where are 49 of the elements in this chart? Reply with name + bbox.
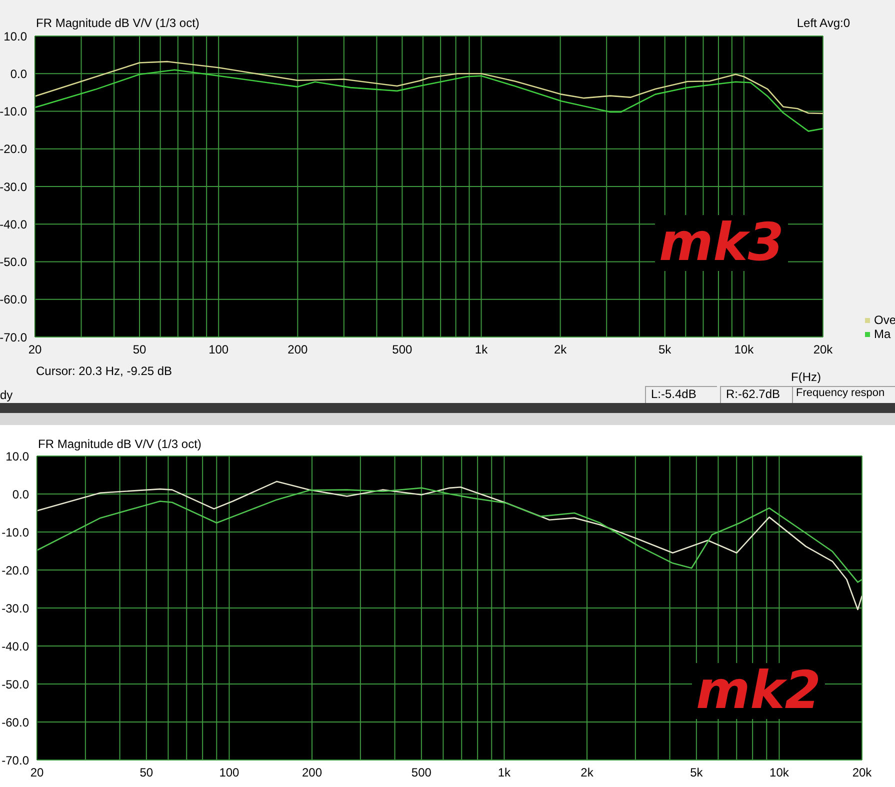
- y-tick-label: -10.0: [0, 104, 28, 119]
- y-tick-label: -20.0: [2, 563, 30, 578]
- chart-title: FR Magnitude dB V/V (1/3 oct): [36, 16, 200, 30]
- text: R:-62.7dB: [720, 386, 792, 403]
- annotation: mk2: [692, 661, 825, 721]
- chart-title: FR Magnitude dB V/V (1/3 oct): [38, 437, 202, 451]
- x-tick-label: 5k: [690, 766, 704, 780]
- y-tick-label: -30.0: [0, 180, 28, 194]
- x-tick-label: 5k: [658, 342, 672, 357]
- y-tick-label: -40.0: [2, 639, 30, 654]
- text: Frequency respon: [792, 386, 895, 403]
- x-tick-label: 1k: [474, 342, 489, 357]
- text: dy: [0, 388, 13, 402]
- annotation: mk3: [655, 213, 788, 273]
- y-tick-label: -40.0: [0, 217, 28, 232]
- y-tick-label: 10.0: [4, 29, 28, 44]
- y-tick-label: -50.0: [0, 255, 28, 270]
- y-tick-label: 10.0: [6, 449, 30, 464]
- x-tick-label: 20k: [852, 766, 873, 780]
- x-tick-label: 200: [288, 342, 308, 357]
- text: L:-5.4dB: [645, 386, 717, 403]
- y-tick-label: -50.0: [2, 677, 30, 692]
- legend-label: Ma: [874, 327, 891, 341]
- x-tick-label: 200: [302, 766, 322, 780]
- x-tick-label: 1k: [498, 766, 512, 780]
- y-tick-label: 0.0: [12, 487, 30, 502]
- x-tick-label: 500: [392, 342, 413, 357]
- x-tick-label: 50: [132, 342, 147, 357]
- x-tick-label: 100: [219, 766, 240, 780]
- y-tick-label: -10.0: [2, 525, 30, 540]
- x-tick-label: 50: [140, 766, 154, 780]
- y-tick-label: 0.0: [10, 66, 28, 81]
- y-tick-label: -60.0: [0, 292, 28, 307]
- y-tick-label: -70.0: [0, 330, 28, 344]
- x-tick-label: 500: [411, 766, 432, 780]
- x-tick-label: 100: [208, 342, 229, 357]
- text: Cursor: 20.3 Hz, -9.25 dB: [36, 364, 172, 378]
- x-tick-label: 10k: [770, 766, 790, 780]
- text: Left Avg:0: [796, 16, 850, 30]
- x-tick-label: 20: [28, 342, 42, 357]
- x-tick-label: 20k: [813, 342, 834, 357]
- x-tick-label: 2k: [580, 766, 594, 780]
- y-tick-label: -30.0: [2, 601, 30, 616]
- y-tick-label: -60.0: [2, 715, 30, 730]
- x-tick-label: 10k: [734, 342, 755, 357]
- x-tick-label: 20: [30, 766, 44, 780]
- x-tick-label: 2k: [554, 342, 568, 357]
- y-tick-label: -70.0: [2, 753, 30, 768]
- y-tick-label: -20.0: [0, 142, 28, 156]
